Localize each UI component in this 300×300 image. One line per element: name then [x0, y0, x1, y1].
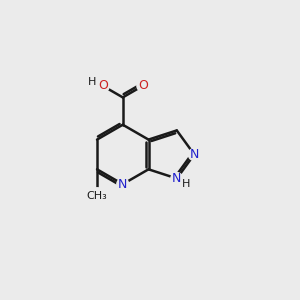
Circle shape [137, 80, 149, 92]
Text: CH₃: CH₃ [87, 191, 107, 201]
Text: O: O [98, 79, 108, 92]
Circle shape [171, 172, 183, 184]
Text: N: N [172, 172, 182, 185]
Text: H: H [88, 77, 97, 87]
Text: H: H [182, 179, 190, 189]
Circle shape [117, 178, 129, 190]
Circle shape [89, 188, 105, 204]
Text: O: O [138, 79, 148, 92]
Text: N: N [190, 148, 199, 161]
Text: N: N [118, 178, 128, 191]
Circle shape [96, 79, 109, 92]
Circle shape [188, 148, 200, 160]
